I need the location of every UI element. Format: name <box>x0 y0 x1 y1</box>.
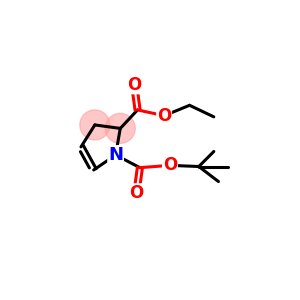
Text: O: O <box>127 76 141 94</box>
Text: O: O <box>129 184 144 202</box>
Text: N: N <box>108 146 123 164</box>
Text: O: O <box>157 107 171 125</box>
Circle shape <box>105 113 135 143</box>
Circle shape <box>80 110 110 140</box>
Text: O: O <box>163 156 177 174</box>
